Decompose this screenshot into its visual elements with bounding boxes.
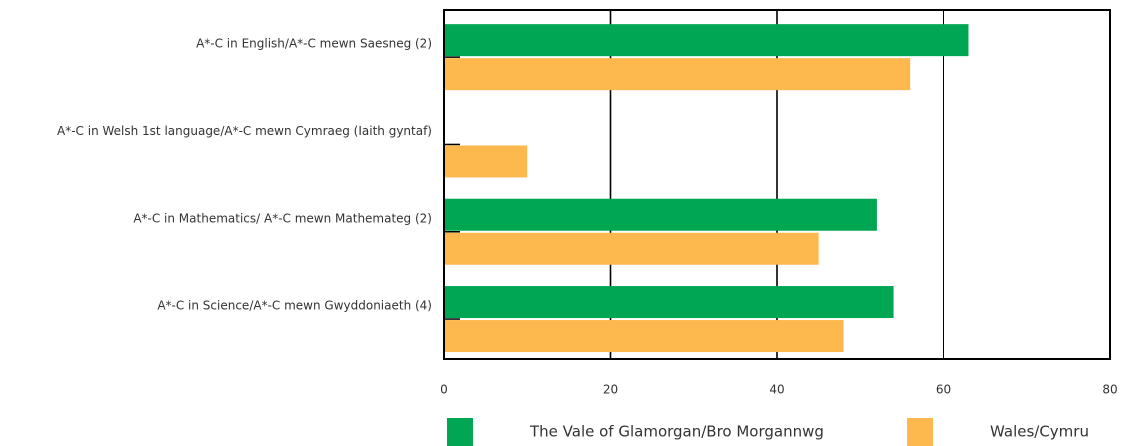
x-tick-label: 60 [936,383,951,397]
legend-label: Wales/Cymru [990,423,1089,441]
bar [444,320,844,353]
bar [444,232,819,265]
bar [444,24,969,57]
x-tick-label: 20 [603,383,618,397]
category-label: A*-C in Welsh 1st language/A*-C mewn Cym… [57,124,432,138]
category-label: A*-C in Science/A*-C mewn Gwyddoniaeth (… [157,299,432,313]
plot-frame [443,9,1111,360]
category-label: A*-C in Mathematics/ A*-C mewn Mathemate… [133,211,432,225]
bar [444,145,528,178]
x-tick-label: 80 [1102,383,1117,397]
x-tick-label: 40 [769,383,784,397]
bar [444,58,911,91]
category-label: A*-C in English/A*-C mewn Saesneg (2) [196,37,432,51]
bar [444,286,894,319]
x-tick-label: 0 [440,383,448,397]
bar [444,198,877,231]
legend-swatch [447,418,473,446]
legend-label: The Vale of Glamorgan/Bro Morgannwg [529,423,824,441]
legend-swatch [907,418,933,446]
